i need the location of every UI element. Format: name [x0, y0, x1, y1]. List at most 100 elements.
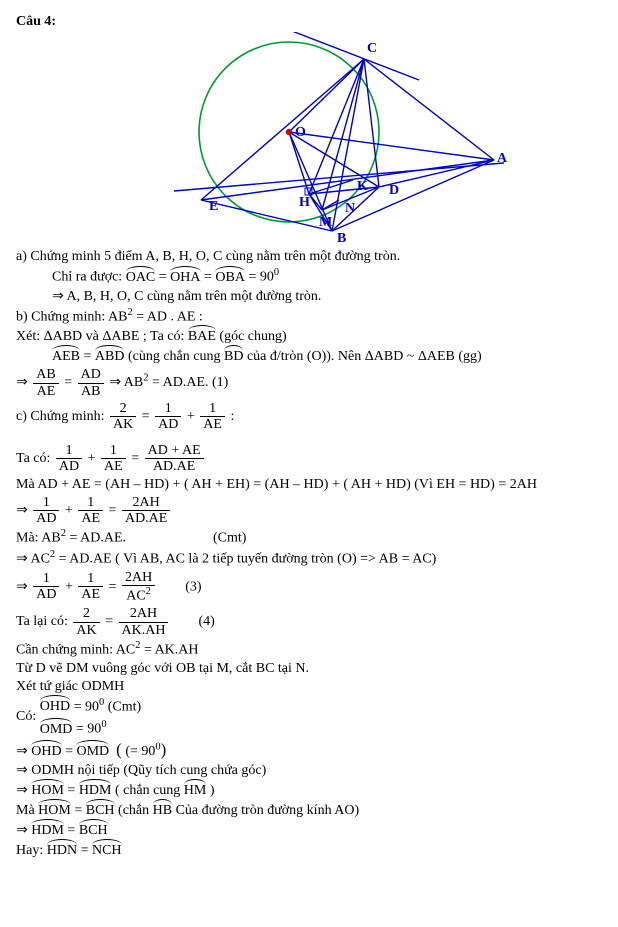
arc-hdm2: HDM: [31, 821, 64, 839]
arc-hb: HB: [153, 801, 172, 819]
text: ( chắn cung: [115, 783, 184, 798]
part-c-line3: ⇒ 1AD + 1AE = 2AHAD.AE: [16, 495, 602, 527]
frac-2ah-akah: 2AHAK.AH: [117, 606, 171, 638]
svg-text:B: B: [337, 231, 346, 242]
svg-text:K: K: [357, 179, 368, 194]
part-c-line1: Ta có: 1AD + 1AE = AD + AEAD.AE: [16, 443, 602, 475]
arc-abd: ABD: [95, 347, 125, 365]
part-c-line12: ⇒ OHD = OMD ( (= 900): [16, 740, 602, 760]
text: = AD . AE :: [133, 309, 203, 324]
frac-ab-ae: ABAE: [31, 367, 60, 399]
arc-omd2: OMD: [76, 742, 109, 760]
frac-sum: AD + AEAD.AE: [143, 443, 206, 475]
text: Mà: [16, 803, 38, 818]
frac-2-ak: 2AK: [108, 401, 138, 433]
frac-1-ae2: 1AE: [99, 443, 128, 475]
part-c-line16: ⇒ HDM = BCH: [16, 821, 602, 839]
text: Ta có:: [16, 451, 54, 466]
text: = AK.AH: [140, 643, 198, 658]
frac-1-ad: 1AD: [153, 401, 183, 433]
frac-1-ae: 1AE: [198, 401, 227, 433]
text: = AD.AE. (1): [148, 375, 228, 390]
text: (Cmt): [108, 699, 141, 714]
text: (= 90: [122, 744, 156, 759]
arc-omd: OMD: [40, 720, 73, 738]
part-c-line5: ⇒ AC2 = AD.AE ( Vì AB, AC là 2 tiếp tuyế…: [16, 549, 602, 568]
part-c-line6: ⇒ 1AD + 1AE = 2AHAC2 (3): [16, 570, 602, 604]
part-c-line7: Ta lại có: 2AK = 2AHAK.AH (4): [16, 606, 602, 638]
text: (cùng chắn cung: [128, 349, 224, 364]
text: ⇒ AB: [109, 375, 143, 390]
part-b-line3: ⇒ ABAE = ADAB ⇒ AB2 = AD.AE. (1): [16, 367, 602, 399]
part-c-line11: Có: OHD = 900 (Cmt) OMD = 900: [16, 697, 602, 738]
arc-hom: HOM: [31, 781, 64, 799]
text: (góc chung): [219, 329, 286, 344]
text: Mà: AB: [16, 531, 61, 546]
arc-ohd2: OHD: [31, 742, 61, 760]
text: = 90: [248, 270, 273, 285]
part-b-question: b) Chứng minh: AB2 = AD . AE :: [16, 307, 602, 326]
text: b) Chứng minh: AB: [16, 309, 127, 324]
arc-bd: BD: [224, 347, 243, 365]
frac-1-ad3: 1AD: [31, 495, 61, 527]
part-a-question: a) Chứng minh 5 điểm A, B, H, O, C cùng …: [16, 249, 602, 265]
arc-oha: OHA: [170, 268, 200, 286]
text: (3): [185, 579, 201, 594]
svg-text:E: E: [209, 199, 218, 214]
text: của đ/tròn (O)). Nên ΔABD ~ ΔAEB (gg): [247, 349, 482, 364]
part-c-line15: Mà HOM = BCH (chắn HB Của đường tròn đườ…: [16, 801, 602, 819]
part-c-line10: Xét tứ giác ODMH: [16, 679, 602, 695]
text: ): [161, 740, 167, 759]
part-c-line17: Hay: HDN = NCH: [16, 841, 602, 859]
text: = AD.AE.: [66, 531, 126, 546]
text: Của đường tròn đường kính AO): [176, 803, 360, 818]
text: ): [210, 783, 215, 798]
arc-ohd: OHD: [40, 697, 70, 715]
text: c) Chứng minh:: [16, 409, 108, 424]
arc-aeb: AEB: [52, 347, 80, 365]
frac-ad-ab: ADAB: [76, 367, 106, 399]
svg-text:M: M: [319, 215, 332, 230]
geometry-diagram: COAEHMNKDB: [16, 32, 602, 247]
part-c-line2: Mà AD + AE = (AH – HD) + ( AH + EH) = (A…: [16, 477, 602, 493]
svg-text:A: A: [497, 151, 508, 166]
frac-2ah-adae: 2AHAD.AE: [120, 495, 172, 527]
svg-text:D: D: [389, 183, 399, 198]
svg-text:C: C: [367, 41, 377, 56]
arc-hdm: HDM: [79, 781, 112, 799]
part-c-line14: ⇒ HOM = HDM ( chắn cung HM ): [16, 781, 602, 799]
text: Hay:: [16, 843, 47, 858]
frac-1-ad2: 1AD: [54, 443, 84, 475]
svg-text:H: H: [299, 195, 310, 210]
text: Xét: ΔABD và ΔABE ; Ta có:: [16, 329, 188, 344]
text: (Cmt): [213, 531, 246, 546]
part-c-question: c) Chứng minh: 2AK = 1AD + 1AE :: [16, 401, 602, 433]
part-c-line13: ⇒ ODMH nội tiếp (Qũy tích cung chứa góc): [16, 762, 602, 779]
part-c-line4: Mà: AB2 = AD.AE. (Cmt): [16, 528, 602, 547]
arc-nch: NCH: [92, 841, 122, 859]
part-b-line2: AEB = ABD (cùng chắn cung BD của đ/tròn …: [16, 347, 602, 365]
text: = 90: [76, 722, 101, 737]
arc-bae: BAE: [188, 327, 216, 345]
arc-oac: OAC: [126, 268, 156, 286]
svg-text:N: N: [345, 201, 355, 216]
frac-2ah-ac2: 2AHAC2: [120, 570, 157, 604]
text: (4): [198, 614, 214, 629]
diagram-svg: COAEHMNKDB: [109, 32, 509, 242]
arc-bch: BCH: [86, 801, 115, 819]
frac-1-ad4: 1AD: [31, 571, 61, 603]
text: ⇒: [16, 783, 31, 798]
text: Ta lại có:: [16, 614, 71, 629]
frac-1-ae3: 1AE: [76, 495, 105, 527]
part-b-line1: Xét: ΔABD và ΔABE ; Ta có: BAE (góc chun…: [16, 327, 602, 345]
text: = AD.AE ( Vì AB, AC là 2 tiếp tuyến đườn…: [55, 552, 436, 567]
arc-hm: HM: [184, 781, 207, 799]
frac-1-ae4: 1AE: [76, 571, 105, 603]
frac-2-ak2: 2AK: [71, 606, 101, 638]
text: ⇒ AC: [16, 552, 50, 567]
text: (chắn: [118, 803, 153, 818]
arc-hdn: HDN: [47, 841, 77, 859]
arc-hom2: HOM: [38, 801, 71, 819]
text: Có:: [16, 709, 36, 725]
arc-bch2: BCH: [79, 821, 108, 839]
